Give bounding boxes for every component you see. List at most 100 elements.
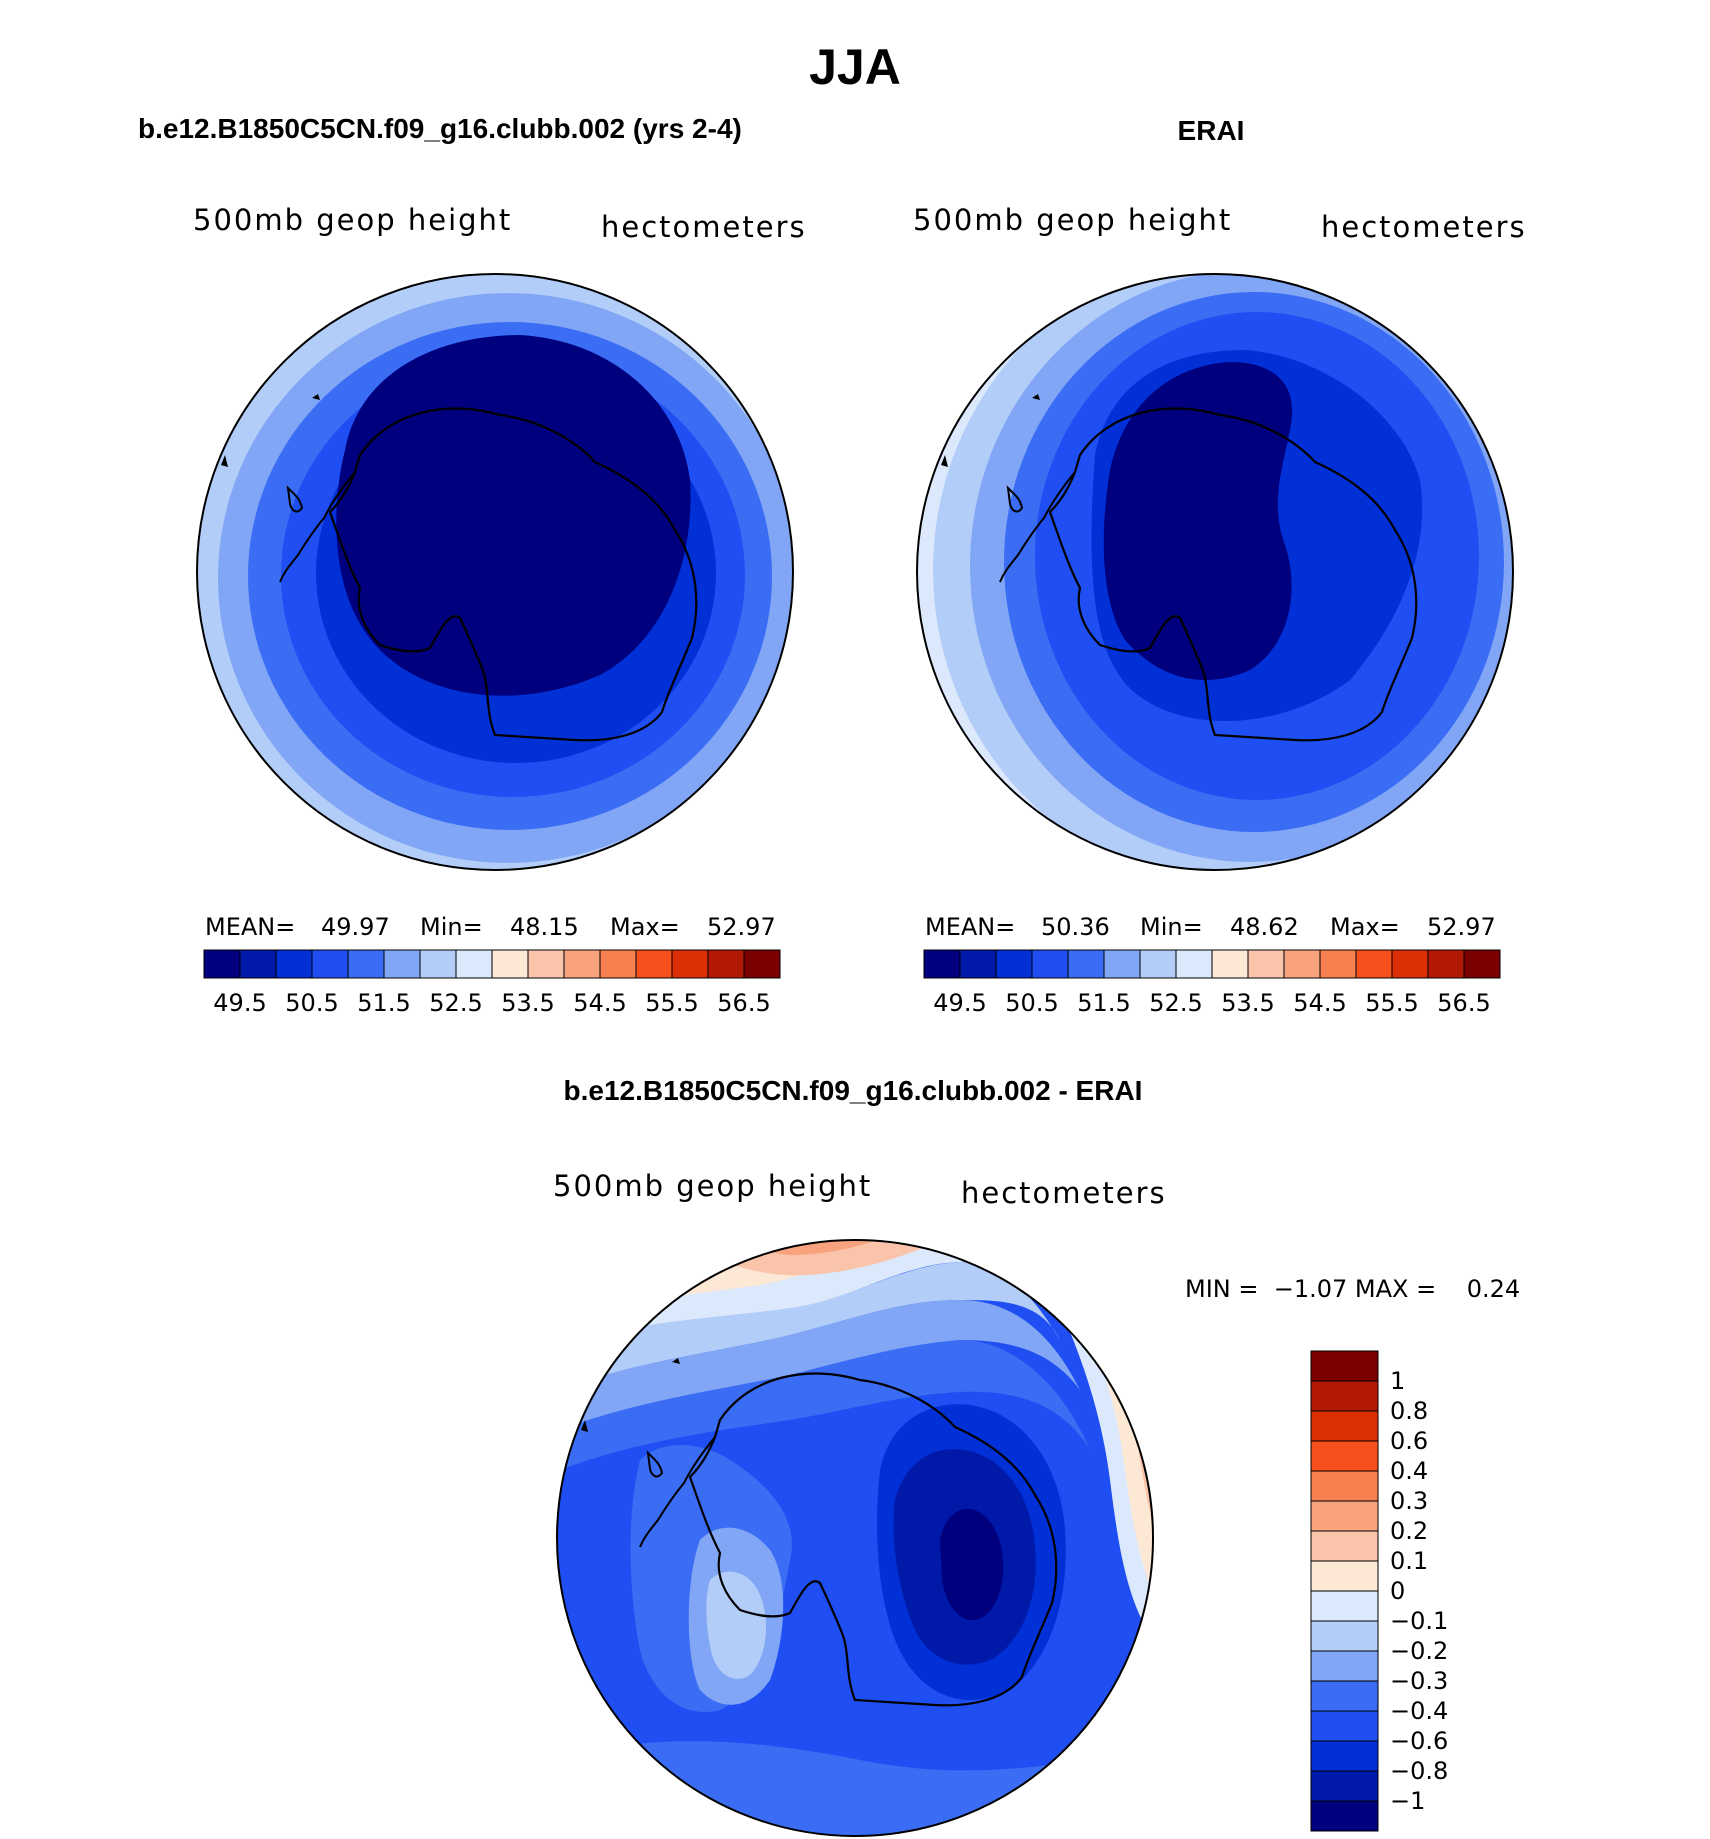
colorbar-diff-swatch-3 (1310, 1440, 1379, 1472)
colorbar-diff-label: 0.3 (1390, 1487, 1428, 1515)
colorbar-model-swatch-13 (671, 949, 709, 979)
panel-diff-units: hectometers (961, 1176, 1167, 1210)
stat-obs-mean-label: MEAN= (925, 913, 1015, 941)
colorbar-diff-swatch-8 (1310, 1590, 1379, 1622)
colorbar-obs-label: 53.5 (1221, 989, 1274, 1017)
stat-model-min-label: Min= (420, 913, 483, 941)
colorbar-diff-label: −0.3 (1390, 1667, 1448, 1695)
panel-model-variable: 500mb geop height (193, 203, 512, 237)
colorbar-diff-label: 0 (1390, 1577, 1405, 1605)
colorbar-diff-swatch-6 (1310, 1530, 1379, 1562)
colorbar-diff-swatch-9 (1310, 1620, 1379, 1652)
stats-model: MEAN= 49.97 Min= 48.15 Max= 52.97 (205, 913, 776, 941)
colorbar-model-swatch-3 (311, 949, 349, 979)
colorbar-diff-swatch-7 (1310, 1560, 1379, 1592)
colorbar-model-swatch-9 (527, 949, 565, 979)
colorbar-diff-swatch-4 (1310, 1470, 1379, 1502)
panel-diff: b.e12.B1850C5CN.f09_g16.clubb.002 - ERAI… (553, 1075, 1520, 1837)
colorbar-model-swatch-1 (239, 949, 277, 979)
panel-model: b.e12.B1850C5CN.f09_g16.clubb.002 (yrs 2… (138, 113, 807, 1017)
colorbar-diff-label: −1 (1390, 1787, 1425, 1815)
colorbar-obs-swatch-14 (1427, 949, 1465, 979)
colorbar-model-swatch-5 (383, 949, 421, 979)
colorbar-diff-swatch-1 (1310, 1380, 1379, 1412)
colorbar-diff-label: −0.2 (1390, 1637, 1448, 1665)
colorbar-model-swatch-2 (275, 949, 313, 979)
colorbar-model-swatch-11 (599, 949, 637, 979)
colorbar-obs-swatch-3 (1031, 949, 1069, 979)
colorbar-diff-label: 0.1 (1390, 1547, 1428, 1575)
colorbar-diff-swatch-10 (1310, 1650, 1379, 1682)
colorbar-obs-label: 55.5 (1365, 989, 1418, 1017)
colorbar-obs-label: 49.5 (933, 989, 986, 1017)
colorbar-diff-label: −0.4 (1390, 1697, 1448, 1725)
colorbar-obs-label: 54.5 (1293, 989, 1346, 1017)
panel-obs-title: ERAI (1178, 115, 1245, 146)
panel-diff-title: b.e12.B1850C5CN.f09_g16.clubb.002 - ERAI (564, 1075, 1143, 1106)
stat-obs-mean: 50.36 (1041, 913, 1110, 941)
colorbar-obs-label: 56.5 (1437, 989, 1490, 1017)
colorbar-model: 49.5 50.5 51.5 52.5 53.5 54.5 55.5 56.5 (203, 949, 781, 1017)
map-diff-border (556, 1239, 1154, 1837)
colorbar-diff-label: −0.8 (1390, 1757, 1448, 1785)
colorbar-obs-swatch-10 (1283, 949, 1321, 979)
stat-model-max: 52.97 (707, 913, 776, 941)
colorbar-model-label: 53.5 (501, 989, 554, 1017)
colorbar-diff-swatch-2 (1310, 1410, 1379, 1442)
colorbar-model-label: 51.5 (357, 989, 410, 1017)
colorbar-diff-label: 0.8 (1390, 1397, 1428, 1425)
stat-model-mean-label: MEAN= (205, 913, 295, 941)
colorbar-model-swatch-12 (635, 949, 673, 979)
panel-obs-units: hectometers (1321, 210, 1527, 244)
map-model (197, 274, 793, 870)
main-title: JJA (809, 39, 901, 95)
colorbar-diff-label: 0.6 (1390, 1427, 1428, 1455)
colorbar-diff-swatch-13 (1310, 1740, 1379, 1772)
stat-model-max-label: Max= (610, 913, 680, 941)
colorbar-diff-label: 0.2 (1390, 1517, 1428, 1545)
panel-diff-variable: 500mb geop height (553, 1169, 872, 1203)
colorbar-obs-label: 52.5 (1149, 989, 1202, 1017)
panel-obs-variable: 500mb geop height (913, 203, 1232, 237)
colorbar-diff: 10.80.60.40.30.20.10−0.1−0.2−0.3−0.4−0.6… (1310, 1350, 1448, 1832)
colorbar-diff-swatch-0 (1310, 1350, 1379, 1382)
stat-model-mean: 49.97 (321, 913, 390, 941)
colorbar-model-swatch-7 (455, 949, 493, 979)
stat-obs-min-label: Min= (1140, 913, 1203, 941)
colorbar-model-label: 50.5 (285, 989, 338, 1017)
colorbar-diff-swatch-12 (1310, 1710, 1379, 1742)
colorbar-diff-label: 1 (1390, 1367, 1405, 1395)
colorbar-diff-swatch-5 (1310, 1500, 1379, 1532)
colorbar-model-swatch-4 (347, 949, 385, 979)
colorbar-obs-swatch-12 (1355, 949, 1393, 979)
colorbar-model-label: 56.5 (717, 989, 770, 1017)
stat-obs-min: 48.62 (1230, 913, 1299, 941)
colorbar-model-swatch-14 (707, 949, 745, 979)
colorbar-obs-swatch-4 (1067, 949, 1105, 979)
colorbar-model-swatch-8 (491, 949, 529, 979)
colorbar-obs-swatch-1 (959, 949, 997, 979)
colorbar-obs-swatch-6 (1139, 949, 1177, 979)
colorbar-obs: 49.5 50.5 51.5 52.5 53.5 54.5 55.5 56.5 (923, 949, 1501, 1017)
colorbar-diff-label: −0.1 (1390, 1607, 1448, 1635)
colorbar-obs-swatch-0 (923, 949, 961, 979)
colorbar-model-label: 49.5 (213, 989, 266, 1017)
colorbar-obs-swatch-15 (1463, 949, 1501, 979)
colorbar-diff-swatch-15 (1310, 1800, 1379, 1832)
colorbar-diff-swatch-11 (1310, 1680, 1379, 1712)
colorbar-obs-swatch-9 (1247, 949, 1285, 979)
colorbar-model-swatch-6 (419, 949, 457, 979)
colorbar-diff-label: 0.4 (1390, 1457, 1428, 1485)
map-obs-border (916, 273, 1514, 871)
panel-model-title: b.e12.B1850C5CN.f09_g16.clubb.002 (yrs 2… (138, 113, 742, 144)
colorbar-model-label: 55.5 (645, 989, 698, 1017)
colorbar-obs-swatch-13 (1391, 949, 1429, 979)
panel-diff-minmax: MIN = −1.07 MAX = 0.24 (1185, 1275, 1520, 1303)
colorbar-model-swatch-0 (203, 949, 241, 979)
colorbar-obs-label: 50.5 (1005, 989, 1058, 1017)
panel-model-units: hectometers (601, 210, 807, 244)
colorbar-diff-swatch-14 (1310, 1770, 1379, 1802)
stat-obs-max: 52.97 (1427, 913, 1496, 941)
map-obs (917, 274, 1513, 870)
